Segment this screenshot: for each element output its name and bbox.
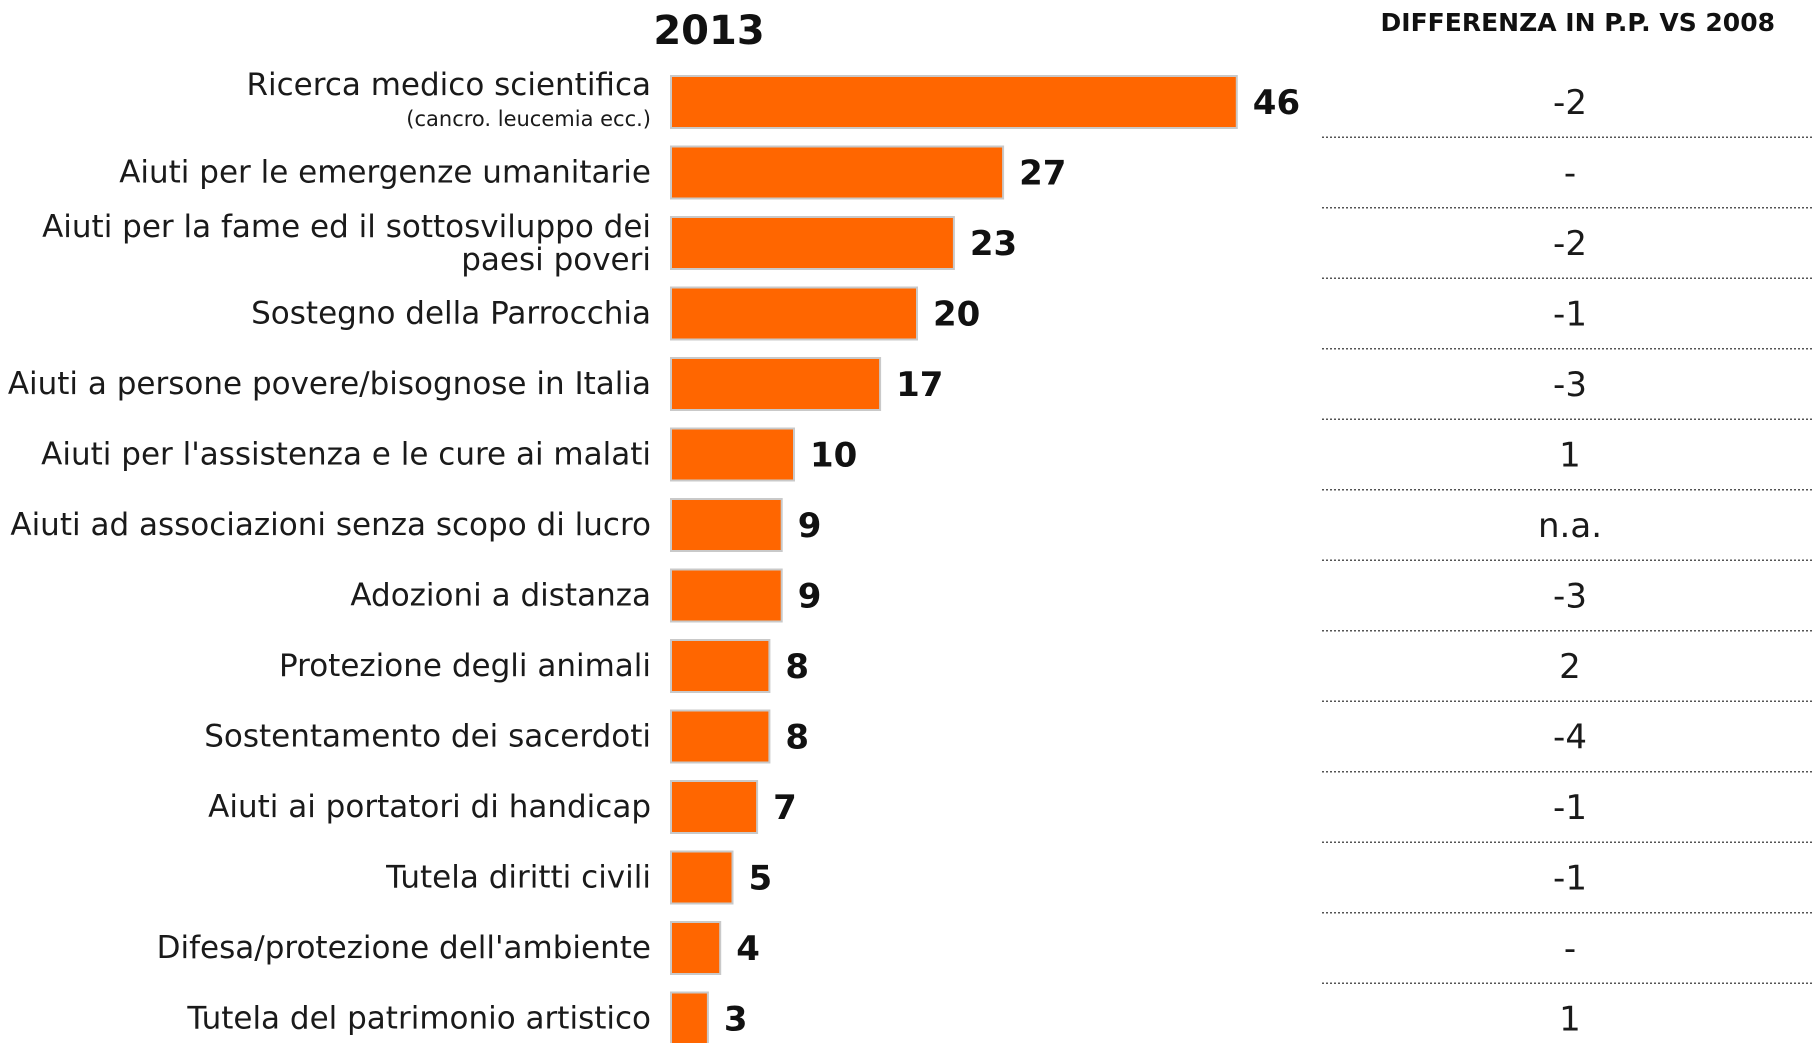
difference-value: -3	[1553, 577, 1587, 617]
difference-column: -2--2-1-31n.a.-32-4-1-1-1	[1322, 83, 1812, 1040]
value-label: 46	[1253, 83, 1300, 123]
category-label: Aiuti per la fame ed il sottosviluppo de…	[42, 209, 651, 245]
category-label: Aiuti per le emergenze umanitarie	[119, 155, 651, 191]
difference-value: -	[1564, 929, 1576, 969]
difference-value: -2	[1553, 83, 1587, 123]
difference-value: -2	[1553, 224, 1587, 264]
bar	[670, 286, 918, 341]
difference-value: -4	[1553, 718, 1587, 758]
value-label: 3	[724, 1000, 748, 1040]
difference-value: -3	[1553, 365, 1587, 405]
bar	[670, 216, 955, 270]
category-label: Aiuti per l'assistenza e le cure ai mala…	[41, 437, 651, 473]
category-label: Aiuti ai portatori di handicap	[208, 789, 651, 825]
value-label: 4	[736, 929, 760, 969]
bar	[670, 498, 783, 552]
bar	[670, 921, 722, 975]
value-label: 20	[933, 295, 980, 335]
bar	[670, 75, 1238, 129]
chart-title: 2013	[653, 8, 764, 54]
category-labels-layer: Ricerca medico scientifica (cancro. leuce…	[8, 67, 651, 1037]
category-label: Adozioni a distanza	[350, 578, 651, 614]
bar	[670, 709, 771, 764]
difference-value: -	[1564, 154, 1576, 194]
bars-layer	[670, 75, 1238, 1043]
bar	[670, 568, 783, 623]
category-note: (cancro. leucemia ecc.)	[406, 107, 651, 131]
value-label: 27	[1019, 154, 1066, 194]
category-label: Ricerca medico scientifica	[246, 67, 651, 103]
difference-value: 1	[1559, 1000, 1581, 1040]
difference-column-title: DIFFERENZA IN P.P. VS 2008	[1381, 8, 1775, 37]
category-label: Difesa/protezione dell'ambiente	[157, 930, 651, 966]
value-label: 9	[798, 577, 822, 617]
category-label: Sostentamento dei sacerdoti	[204, 719, 651, 755]
value-label: 8	[785, 647, 809, 687]
bar	[670, 991, 709, 1043]
bar	[670, 850, 734, 905]
value-label: 9	[798, 506, 822, 546]
category-label: Aiuti a persone povere/bisognose in Ital…	[8, 366, 651, 402]
category-label: Tutela diritti civili	[385, 860, 651, 896]
difference-value: -1	[1553, 788, 1587, 828]
value-label: 23	[970, 224, 1017, 264]
bar	[670, 357, 882, 411]
category-label: paesi poveri	[461, 242, 651, 278]
difference-value: 1	[1559, 436, 1581, 476]
bar	[670, 145, 1005, 200]
value-label: 5	[749, 859, 773, 899]
difference-value: -1	[1553, 295, 1587, 335]
difference-value: 2	[1559, 647, 1581, 687]
bar	[670, 639, 771, 693]
value-label: 10	[810, 436, 857, 476]
category-label: Sostegno della Parrocchia	[251, 296, 651, 332]
value-label: 7	[773, 788, 797, 828]
difference-value: -1	[1553, 859, 1587, 899]
category-label: Aiuti ad associazioni senza scopo di luc…	[10, 507, 651, 543]
bar	[670, 427, 795, 482]
category-label: Tutela del patrimonio artistico	[186, 1001, 651, 1037]
category-label: Protezione degli animali	[279, 648, 651, 684]
value-label: 17	[896, 365, 943, 405]
bar	[670, 780, 759, 834]
difference-value: n.a.	[1538, 506, 1602, 546]
value-label: 8	[785, 718, 809, 758]
